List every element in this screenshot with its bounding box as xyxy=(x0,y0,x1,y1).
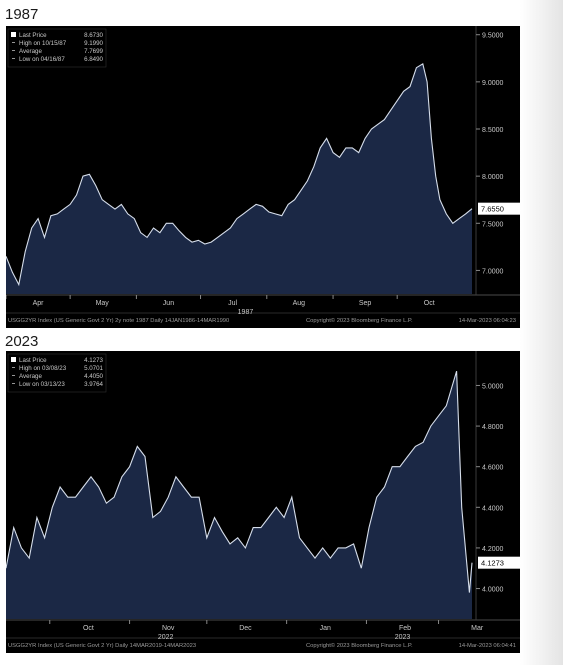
x-tick-label-feb: Feb xyxy=(399,625,411,632)
y-tick-label: 8.0000 xyxy=(482,174,504,181)
legend-label: Average xyxy=(19,48,42,55)
chart-1987-panel: 7.0000 7.5000 8.0000 8.5000 9.0000 9.5000 7.65… xyxy=(6,26,520,328)
x-tick-label-jun: Jun xyxy=(163,300,174,307)
x-year-label: 1987 xyxy=(238,309,254,316)
last-price-tag: 7.6550 xyxy=(481,205,504,214)
legend-swatch-last-price xyxy=(11,357,16,362)
legend: Last Price 4.1273 High on 03/08/23 5.0701 Av… xyxy=(7,353,107,393)
footer-timestamp: 14-Mar-2023 06:04:41 xyxy=(459,643,516,649)
y-tick-label: 7.5000 xyxy=(482,221,504,228)
legend-box xyxy=(7,28,107,68)
y-tick-label: 4.6000 xyxy=(482,465,504,472)
legend-value: 9.1990 xyxy=(84,40,103,47)
legend-value: 4.4050 xyxy=(84,373,103,380)
legend-label: Average xyxy=(19,373,42,380)
x-tick-label-mar: Mar xyxy=(471,625,484,632)
y-tick-label: 4.4000 xyxy=(482,505,504,512)
chart-2023-svg: 4.0000 4.2000 4.4000 4.6000 4.8000 5.0000 4.12… xyxy=(6,351,520,649)
series-area-fill xyxy=(6,63,472,295)
x-year-label: 2023 xyxy=(395,634,411,641)
legend-box xyxy=(7,353,107,393)
x-tick-label-nov: Nov xyxy=(162,625,175,632)
legend-value: 6.8490 xyxy=(84,56,103,63)
chart-1987-heading: 1987 xyxy=(5,6,39,23)
x-tick-label-may: May xyxy=(96,300,110,307)
legend-value: 7.7699 xyxy=(84,48,103,55)
chart-1987-svg: 7.0000 7.5000 8.0000 8.5000 9.0000 9.5000 7.65… xyxy=(6,26,520,324)
y-tick-label: 7.0000 xyxy=(482,268,504,275)
series-line xyxy=(6,63,473,287)
footer-index-description: USGG2YR Index (US Generic Govt 2 Yr) 2y … xyxy=(8,318,229,324)
chart-2023-panel: 4.0000 4.2000 4.4000 4.6000 4.8000 5.0000 4.12… xyxy=(6,351,520,653)
y-tick-label: 9.0000 xyxy=(482,80,504,87)
legend: Last Price 8.6730 High on 10/15/87 9.1990 Av… xyxy=(7,28,107,68)
x-tick-label-jan: Jan xyxy=(320,625,331,632)
legend-label: Last Price xyxy=(19,32,47,39)
footer-timestamp: 14-Mar-2023 06:04:23 xyxy=(459,318,516,324)
y-tick-label: 4.8000 xyxy=(482,424,504,431)
last-price-tag-box xyxy=(478,202,520,215)
legend-value: 3.9764 xyxy=(84,381,103,388)
footer-index-description: USGG2YR Index (US Generic Govt 2 Yr) Dai… xyxy=(8,643,196,649)
legend-value: 8.6730 xyxy=(84,32,103,39)
legend-label: Low on 04/16/87 xyxy=(19,56,65,63)
series-line xyxy=(6,371,473,593)
footer-copyright: Copyright© 2023 Bloomberg Finance L.P. xyxy=(306,642,413,649)
legend-label: Low on 03/13/23 xyxy=(19,381,65,388)
x-tick-label-sep: Sep xyxy=(359,300,372,307)
last-price-tag-box xyxy=(478,556,520,569)
x-tick-label-oct: Oct xyxy=(83,625,94,632)
legend-swatch-last-price xyxy=(11,32,16,37)
last-price-tag: 4.1273 xyxy=(481,559,504,568)
legend-value: 5.0701 xyxy=(84,365,103,372)
footer-copyright: Copyright© 2023 Bloomberg Finance L.P. xyxy=(306,317,413,324)
y-tick-label: 8.5000 xyxy=(482,127,504,134)
legend-label: Last Price xyxy=(19,357,47,364)
x-year-label: 2022 xyxy=(158,634,174,641)
legend-label: High on 10/15/87 xyxy=(19,40,67,47)
page-edge-shade xyxy=(520,0,563,665)
y-tick-label: 4.0000 xyxy=(482,587,504,594)
chart-2023-heading: 2023 xyxy=(5,333,39,350)
x-tick-label-oct: Oct xyxy=(424,300,435,307)
y-tick-label: 5.0000 xyxy=(482,383,504,390)
y-tick-label: 9.5000 xyxy=(482,33,504,40)
x-tick-label-jul: Jul xyxy=(228,300,237,307)
legend-value: 4.1273 xyxy=(84,357,103,364)
x-tick-label-dec: Dec xyxy=(239,625,252,632)
series-area-fill xyxy=(6,371,472,619)
y-tick-label: 4.2000 xyxy=(482,546,504,553)
legend-label: High on 03/08/23 xyxy=(19,365,67,372)
x-tick-label-aug: Aug xyxy=(293,300,306,307)
x-tick-label-apr: Apr xyxy=(33,300,45,307)
